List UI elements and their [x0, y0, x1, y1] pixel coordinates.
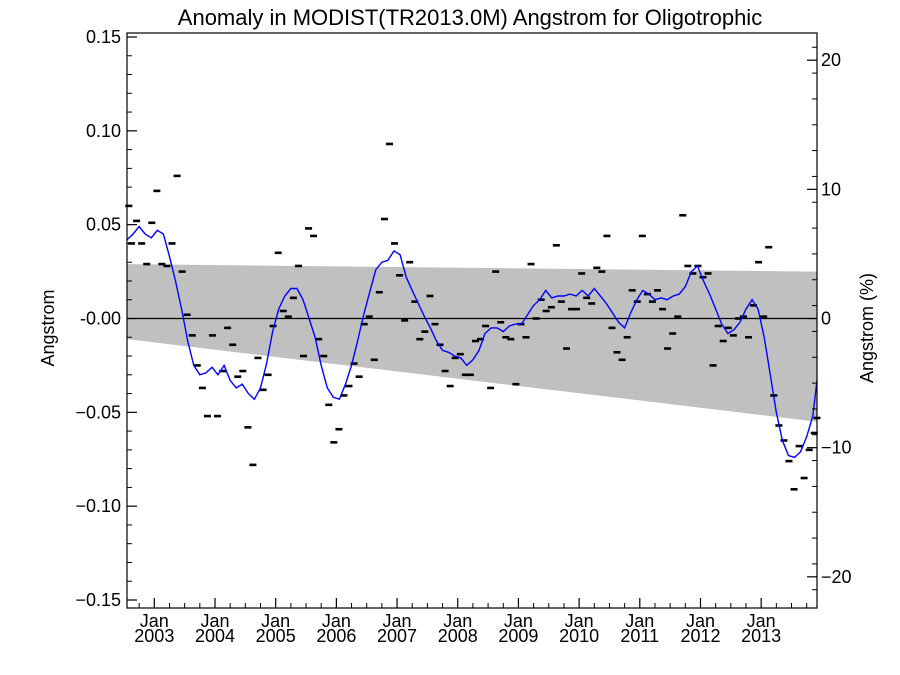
bottom-month-label-5: Jan: [443, 611, 472, 631]
bottom-year-label-9: 2012: [680, 626, 720, 646]
left-tick-label-6: −0.15: [75, 590, 121, 610]
bottom-month-label-2: Jan: [261, 611, 290, 631]
y-axis-label: Angstrom: [38, 289, 58, 366]
left-tick-label-0: 0.15: [86, 27, 121, 47]
bottom-year-label-7: 2010: [559, 626, 599, 646]
smoothed-line: [126, 225, 818, 459]
right-axis-ticks: 20 10 0 −10 −20: [807, 46, 852, 591]
bottom-year-label-4: 2007: [377, 626, 417, 646]
left-tick-label-2: 0.05: [86, 215, 121, 235]
confidence-band: [127, 264, 817, 422]
left-tick-label-4: −0.05: [75, 402, 121, 422]
bottom-month-label-3: Jan: [322, 611, 351, 631]
right-tick-label-2: 0: [821, 309, 831, 329]
bottom-year-label-6: 2009: [498, 626, 538, 646]
right-tick-label-3: −10: [821, 438, 852, 458]
bottom-year-label-1: 2004: [195, 626, 235, 646]
bottom-year-label-8: 2011: [620, 626, 659, 646]
right-tick-label-4: −20: [821, 567, 852, 587]
chart-title: Anomaly in MODIST(TR2013.0M) Angstrom fo…: [178, 5, 762, 30]
left-tick-label-1: 0.10: [86, 121, 121, 141]
right-tick-label-1: 10: [821, 179, 841, 199]
left-axis-ticks: 0.15 0.10 0.05 -0.00 −0.05 −0.10 −0.15: [75, 27, 137, 610]
bottom-year-label-5: 2008: [438, 626, 478, 646]
bottom-month-label-10: Jan: [747, 611, 776, 631]
bottom-month-label-6: Jan: [504, 611, 533, 631]
left-tick-label-5: −0.10: [75, 496, 121, 516]
bottom-month-label-9: Jan: [686, 611, 715, 631]
y2-axis-label: Angstrom (%): [857, 273, 877, 383]
bottom-month-label-0: Jan: [140, 611, 169, 631]
bottom-month-label-8: Jan: [625, 611, 654, 631]
bottom-year-label-0: 2003: [134, 626, 174, 646]
bottom-year-label-2: 2005: [256, 626, 296, 646]
bottom-axis-ticks: Jan2003Jan2004Jan2005Jan2006Jan2007Jan20…: [134, 598, 808, 646]
bottom-month-label-7: Jan: [565, 611, 594, 631]
plot-frame: [126, 32, 818, 609]
left-tick-label-3: -0.00: [80, 309, 121, 329]
bottom-year-label-10: 2013: [741, 626, 781, 646]
plot-area: [125, 142, 821, 491]
bottom-month-label-4: Jan: [383, 611, 412, 631]
right-tick-label-0: 20: [821, 50, 841, 70]
bottom-month-label-1: Jan: [200, 611, 229, 631]
bottom-year-label-3: 2006: [316, 626, 356, 646]
